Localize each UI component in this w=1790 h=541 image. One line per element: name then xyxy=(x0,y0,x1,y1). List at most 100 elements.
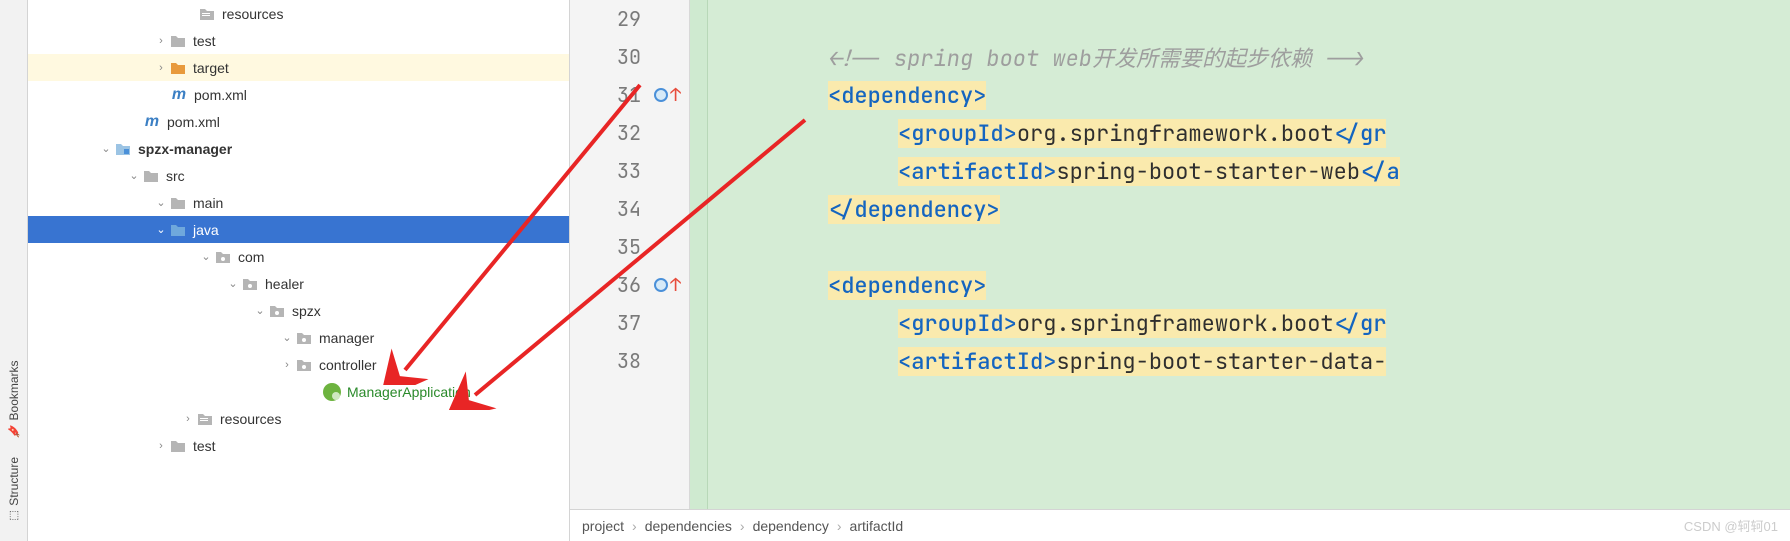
code-area[interactable]: <!-- spring boot web开发所需要的起步依赖 --> <depe… xyxy=(690,0,1790,509)
code-content: <!-- spring boot web开发所需要的起步依赖 --> <depe… xyxy=(708,0,1790,509)
tree-label: healer xyxy=(265,276,304,292)
breakpoint-icon xyxy=(654,278,668,292)
tree-label: test xyxy=(193,33,216,49)
tree-package-com[interactable]: ⌄ com xyxy=(28,243,569,270)
breadcrumb-item[interactable]: dependencies xyxy=(645,518,732,534)
package-icon xyxy=(241,275,259,293)
chevron-right-icon: › xyxy=(153,62,169,74)
chevron-right-icon: › xyxy=(279,359,295,371)
module-icon xyxy=(114,140,132,158)
arrow-up-icon: ↑ xyxy=(670,84,681,107)
line-number: 34 xyxy=(617,196,641,222)
tree-label: pom.xml xyxy=(167,114,220,130)
tree-label: java xyxy=(193,222,219,238)
tree-class-manager-application[interactable]: ManagerApplication xyxy=(28,378,569,405)
tree-folder-test[interactable]: › test xyxy=(28,432,569,459)
chevron-down-icon: ⌄ xyxy=(252,304,268,317)
tree-label: spzx xyxy=(292,303,321,319)
code-line: </dependency> xyxy=(708,190,1790,228)
breadcrumb-item[interactable]: project xyxy=(582,518,624,534)
chevron-right-icon: › xyxy=(837,518,842,534)
line-number: 30 xyxy=(617,44,641,70)
code-editor[interactable]: 29 30 31 ↑ 32 33 34 35 36 ↑ 37 38 <!-- s… xyxy=(570,0,1790,541)
line-number: 33 xyxy=(617,158,641,184)
tree-folder-main[interactable]: ⌄ main xyxy=(28,189,569,216)
code-line: <artifactId>spring-boot-starter-data- xyxy=(708,342,1790,380)
code-margin xyxy=(690,0,708,509)
project-tree[interactable]: resources › test › target m pom.xml m po… xyxy=(28,0,570,541)
folder-icon xyxy=(169,437,187,455)
line-number: 36 xyxy=(617,272,641,298)
source-folder-icon xyxy=(169,221,187,239)
chevron-down-icon: ⌄ xyxy=(225,277,241,290)
line-number: 37 xyxy=(617,310,641,336)
line-number: 31 xyxy=(617,82,641,108)
code-line: <dependency> xyxy=(708,76,1790,114)
tree-folder-target[interactable]: › target xyxy=(28,54,569,81)
tree-label: spzx-manager xyxy=(138,141,232,157)
gutter-marker[interactable]: ↑ xyxy=(654,84,681,107)
tree-label: pom.xml xyxy=(194,87,247,103)
tree-package-controller[interactable]: › controller xyxy=(28,351,569,378)
line-number: 38 xyxy=(617,348,641,374)
bookmarks-tab[interactable]: 🔖 Bookmarks xyxy=(7,360,21,437)
structure-label: Structure xyxy=(7,457,21,506)
structure-tab[interactable]: ⬚ Structure xyxy=(7,457,21,523)
chevron-down-icon: ⌄ xyxy=(126,169,142,182)
tool-window-bar: 🔖 Bookmarks ⬚ Structure xyxy=(0,0,28,541)
chevron-right-icon: › xyxy=(632,518,637,534)
line-number: 32 xyxy=(617,120,641,146)
tree-label: test xyxy=(193,438,216,454)
folder-icon xyxy=(169,59,187,77)
bookmarks-label: Bookmarks xyxy=(7,360,21,420)
tree-label: resources xyxy=(222,6,283,22)
tree-folder-resources[interactable]: › resources xyxy=(28,405,569,432)
folder-icon xyxy=(142,167,160,185)
package-icon xyxy=(214,248,232,266)
tree-label: resources xyxy=(220,411,281,427)
package-icon xyxy=(295,329,313,347)
chevron-right-icon: › xyxy=(153,35,169,47)
tree-label: ManagerApplication xyxy=(347,384,471,400)
tree-label: com xyxy=(238,249,264,265)
structure-icon: ⬚ xyxy=(7,510,20,523)
chevron-right-icon: › xyxy=(180,413,196,425)
arrow-up-icon: ↑ xyxy=(670,274,681,297)
tree-folder-java[interactable]: ⌄ java xyxy=(28,216,569,243)
chevron-down-icon: ⌄ xyxy=(98,142,114,155)
chevron-down-icon: ⌄ xyxy=(279,331,295,344)
breadcrumb[interactable]: project › dependencies › dependency › ar… xyxy=(570,509,1790,541)
package-icon xyxy=(295,356,313,374)
maven-icon: m xyxy=(143,113,161,131)
chevron-down-icon: ⌄ xyxy=(198,250,214,263)
folder-icon xyxy=(169,32,187,50)
code-line: <dependency> xyxy=(708,266,1790,304)
tree-folder-src[interactable]: ⌄ src xyxy=(28,162,569,189)
gutter-marker[interactable]: ↑ xyxy=(654,274,681,297)
watermark: CSDN @轲轲01 xyxy=(1684,516,1778,535)
tree-folder-resources[interactable]: resources xyxy=(28,0,569,27)
code-line: <groupId>org.springframework.boot</gr xyxy=(708,304,1790,342)
tree-label: manager xyxy=(319,330,374,346)
tree-module-spzx-manager[interactable]: ⌄ spzx-manager xyxy=(28,135,569,162)
breakpoint-icon xyxy=(654,88,668,102)
breadcrumb-item[interactable]: artifactId xyxy=(850,518,904,534)
tree-folder-test[interactable]: › test xyxy=(28,27,569,54)
chevron-down-icon: ⌄ xyxy=(153,196,169,209)
tree-package-manager[interactable]: ⌄ manager xyxy=(28,324,569,351)
chevron-down-icon: ⌄ xyxy=(153,223,169,236)
bookmark-icon: 🔖 xyxy=(7,424,20,437)
tree-label: target xyxy=(193,60,229,76)
tree-file-pom[interactable]: m pom.xml xyxy=(28,81,569,108)
folder-icon xyxy=(198,5,216,23)
chevron-right-icon: › xyxy=(740,518,745,534)
tree-package-spzx[interactable]: ⌄ spzx xyxy=(28,297,569,324)
code-line: <artifactId>spring-boot-starter-web</a xyxy=(708,152,1790,190)
tree-label: src xyxy=(166,168,185,184)
tree-package-healer[interactable]: ⌄ healer xyxy=(28,270,569,297)
breadcrumb-item[interactable]: dependency xyxy=(753,518,829,534)
folder-icon xyxy=(196,410,214,428)
maven-icon: m xyxy=(170,86,188,104)
tree-file-pom[interactable]: m pom.xml xyxy=(28,108,569,135)
tree-label: main xyxy=(193,195,223,211)
